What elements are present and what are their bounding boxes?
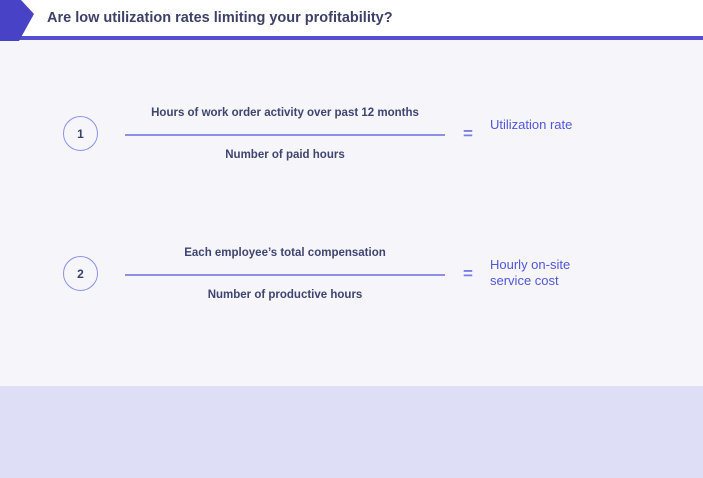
equals-sign: = <box>463 264 473 283</box>
takeaway-band: Higher utilization = Lower cost to provi… <box>0 386 703 478</box>
formula-row-utilization: 1 Hours of work order activity over past… <box>0 96 703 176</box>
equals-sign: = <box>463 124 473 143</box>
fraction-line <box>125 274 445 276</box>
formula-result: Utilization rate <box>490 117 573 132</box>
step-number-badge: 1 <box>63 116 98 151</box>
fraction-numerator: Hours of work order activity over past 1… <box>151 107 419 119</box>
header-divider <box>0 36 703 40</box>
page-title: Are low utilization rates limiting your … <box>47 10 393 26</box>
fraction-numerator: Each employee’s total compensation <box>184 247 386 259</box>
fraction-denominator: Number of paid hours <box>225 149 345 161</box>
header-bar <box>0 0 703 36</box>
formula-result: Hourly on-site service cost <box>490 257 571 288</box>
fraction-denominator: Number of productive hours <box>207 289 363 301</box>
chevron-banner-icon <box>0 0 34 41</box>
step-number-badge: 2 <box>63 256 98 291</box>
fraction-line <box>125 134 445 136</box>
fraction-service-cost: Each employee’s total compensation Numbe… <box>125 246 445 303</box>
fraction-utilization: Hours of work order activity over past 1… <box>125 106 445 163</box>
formula-row-service-cost: 2 Each employee’s total compensation Num… <box>0 236 703 316</box>
